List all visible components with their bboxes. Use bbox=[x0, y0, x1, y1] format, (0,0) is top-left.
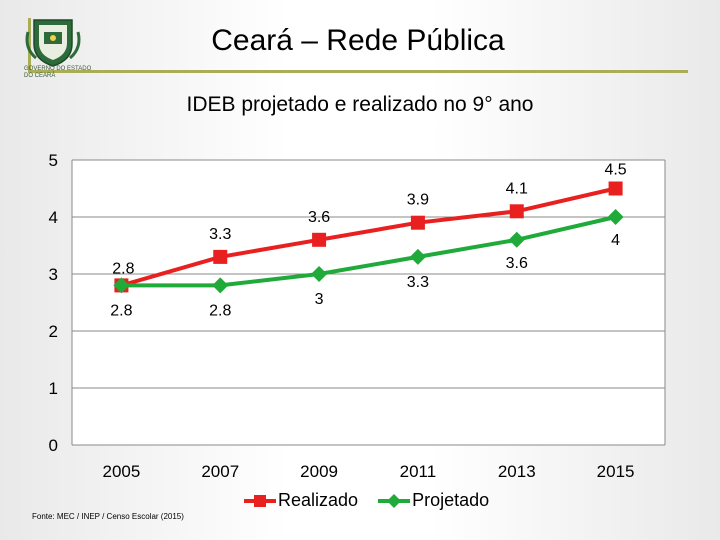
data-point-projetado bbox=[409, 248, 426, 265]
series-line-realizado bbox=[120, 186, 617, 288]
legend-item-realizado: Realizado bbox=[242, 490, 358, 511]
data-point-realizado bbox=[608, 181, 623, 196]
legend-label-projetado: Projetado bbox=[412, 490, 490, 510]
data-label-projetado: 3.6 bbox=[506, 255, 528, 272]
data-label-realizado: 4.1 bbox=[506, 180, 528, 197]
title-rule-left bbox=[28, 18, 31, 73]
x-tick-label: 2013 bbox=[498, 462, 536, 481]
title-rule bbox=[28, 70, 688, 73]
legend-item-projetado: Projetado bbox=[376, 490, 489, 511]
data-point-projetado bbox=[113, 277, 130, 294]
chart-title: IDEB projetado e realizado no 9° ano bbox=[186, 93, 534, 116]
source-note: Fonte: MEC / INEP / Censo Escolar (2015) bbox=[32, 512, 184, 521]
legend-swatch-projetado bbox=[378, 493, 411, 508]
y-tick-label: 1 bbox=[49, 379, 58, 398]
data-point-realizado bbox=[509, 204, 524, 219]
data-label-realizado: 4.5 bbox=[604, 162, 626, 179]
y-tick-label: 4 bbox=[49, 208, 58, 227]
data-point-projetado bbox=[212, 277, 229, 294]
x-tick-label: 2015 bbox=[597, 462, 635, 481]
data-label-realizado: 3.3 bbox=[209, 226, 231, 243]
logo-caption: GOVERNO DO ESTADO DO CEARÁ bbox=[24, 66, 92, 79]
data-point-realizado bbox=[410, 215, 425, 230]
data-label-projetado: 2.8 bbox=[209, 302, 231, 319]
plot-area bbox=[72, 160, 665, 445]
data-point-projetado bbox=[508, 231, 525, 248]
data-label-projetado: 2.8 bbox=[110, 302, 132, 319]
data-label-realizado: 3.9 bbox=[407, 192, 429, 209]
data-label-projetado: 3 bbox=[315, 291, 324, 308]
legend-swatch-realizado bbox=[244, 494, 276, 507]
data-label-realizado: 3.6 bbox=[308, 209, 330, 226]
data-point-realizado bbox=[213, 249, 228, 264]
data-point-projetado bbox=[607, 209, 624, 225]
data-label-realizado: 2.8 bbox=[112, 260, 134, 277]
y-tick-label: 3 bbox=[49, 265, 58, 284]
data-point-realizado bbox=[312, 232, 327, 247]
state-emblem-logo bbox=[20, 14, 86, 80]
y-tick-label: 0 bbox=[49, 436, 58, 455]
data-point-projetado bbox=[311, 266, 328, 282]
x-tick-label: 2011 bbox=[400, 462, 437, 481]
x-tick-label: 2005 bbox=[103, 462, 141, 481]
legend-label-realizado: Realizado bbox=[278, 490, 359, 510]
y-tick-label: 2 bbox=[49, 322, 58, 341]
title-bar: Ceará – Rede Pública bbox=[28, 18, 688, 73]
chart-legend: Realizado Projetado bbox=[242, 490, 507, 511]
slide-title: Ceará – Rede Pública bbox=[211, 24, 505, 57]
x-tick-label: 2007 bbox=[201, 462, 239, 481]
series-line-projetado bbox=[121, 215, 617, 288]
y-tick-label: 5 bbox=[49, 151, 58, 170]
x-tick-label: 2009 bbox=[300, 462, 338, 481]
data-label-projetado: 4 bbox=[611, 232, 620, 249]
data-label-projetado: 3.3 bbox=[407, 274, 429, 291]
